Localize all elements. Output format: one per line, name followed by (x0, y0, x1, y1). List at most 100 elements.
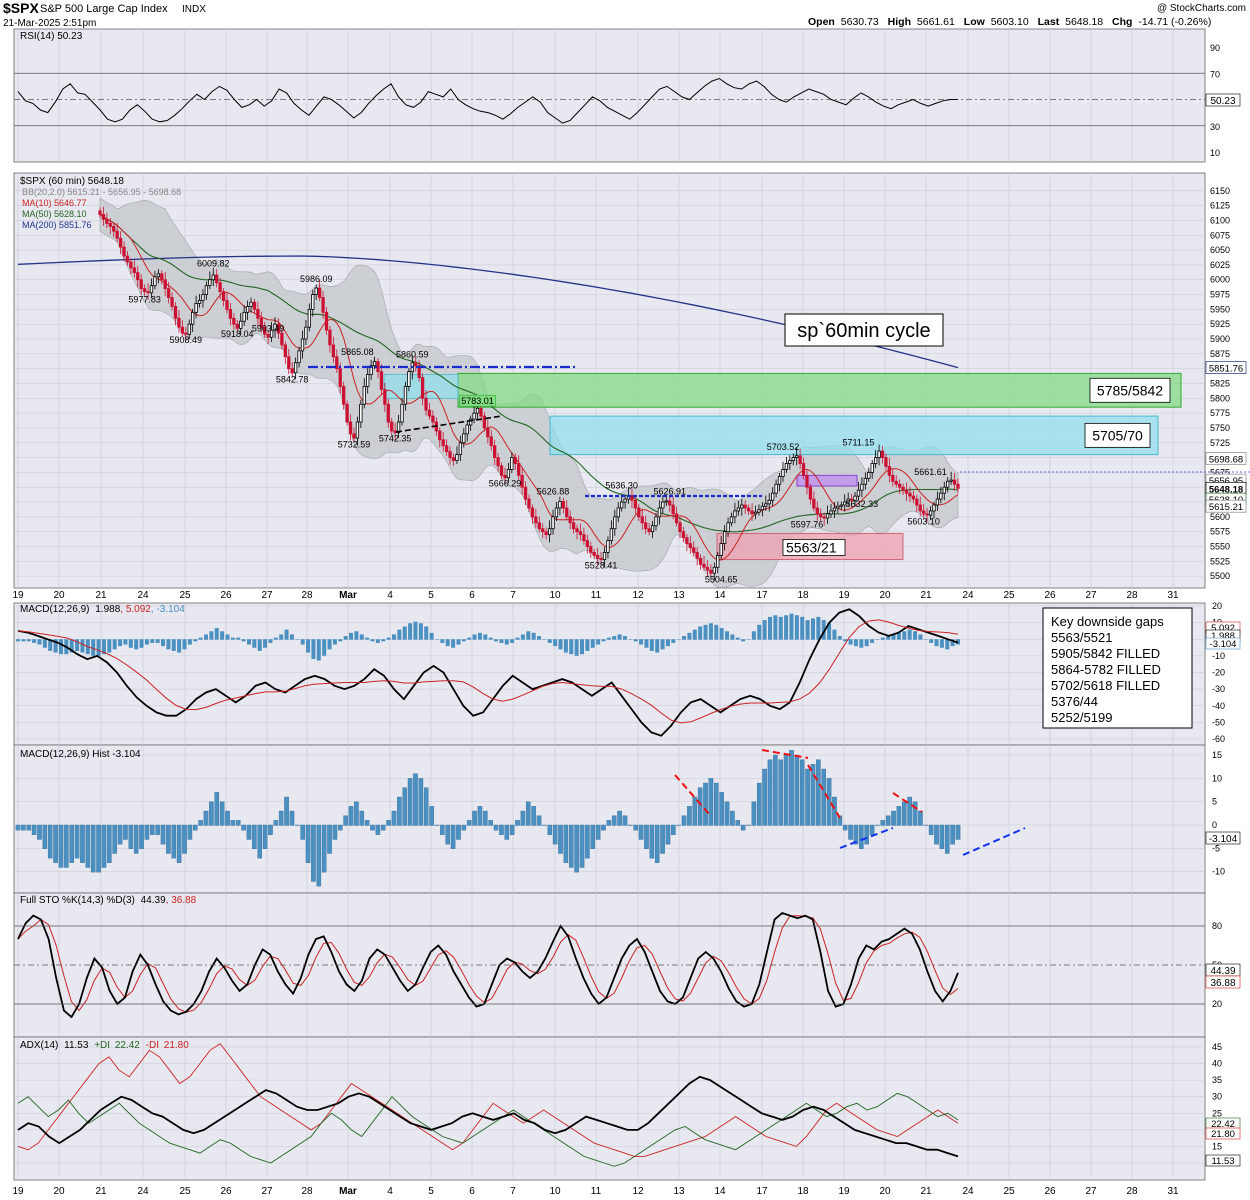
ma50-line (99, 214, 959, 533)
candle-body (342, 386, 346, 405)
hist-bar (660, 824, 665, 854)
macd-hist-panel: MACD(12,26,9) Hist -3.104 15 10 5 0 -5 -10 -3… (15, 749, 1241, 887)
hist-bar (85, 824, 91, 868)
macd-hist-bar (456, 639, 461, 645)
candle-body (849, 498, 854, 501)
price-badge-box (1205, 452, 1247, 465)
hist-bar (493, 824, 499, 831)
macd-hist-bar (75, 639, 80, 651)
macd-hist-bar (16, 639, 20, 642)
panel-adx (13, 1036, 1206, 1181)
candle-body (589, 546, 593, 553)
candle-body (245, 306, 250, 313)
hist-tick: 0 (1212, 820, 1217, 830)
candle-body (472, 412, 476, 420)
macd-hist-bar (322, 639, 327, 656)
hist-bar (746, 824, 751, 826)
candle-body (438, 430, 442, 441)
candle-body (317, 287, 322, 298)
x-label: 17 (756, 1186, 768, 1197)
hist-bar (42, 824, 48, 849)
hist-bar (740, 824, 746, 831)
candle-body (688, 543, 692, 549)
price-badge: 5851.76 (1209, 364, 1243, 375)
x-label: 4 (387, 590, 393, 601)
candle-body (705, 566, 710, 571)
candle-body (328, 329, 332, 346)
candle-body (249, 301, 253, 307)
candle-body (733, 510, 737, 518)
macd-hist-bar (284, 629, 289, 640)
candle-body (239, 320, 243, 329)
hist-bar (241, 824, 246, 831)
candle-body (266, 333, 270, 338)
candle-body (166, 288, 171, 298)
price-axis-ticks: 6150 6125 6100 6075 6050 6025 6000 5975 5950 5925… (1210, 186, 1230, 581)
candle-body (843, 501, 847, 506)
hist-axis-ticks: 15 10 5 0 -5 -10 (1212, 750, 1225, 877)
hist-tick: 15 (1212, 750, 1222, 760)
price-label: 5661.61 (914, 467, 947, 477)
candle-body (180, 326, 185, 334)
macd-hist-bar (171, 639, 176, 651)
macd-hist-bar (58, 639, 63, 655)
candle-body (221, 291, 226, 301)
price-label: 5783.01 (461, 396, 494, 406)
macd-hist-bar (359, 634, 364, 640)
hist-bar (552, 824, 558, 845)
candle-body (812, 498, 816, 509)
hist-bar (676, 824, 681, 826)
candle-body (554, 507, 559, 518)
hist-tick: 5 (1212, 797, 1217, 807)
macd-hist-bar (918, 634, 923, 640)
hist-bar (144, 824, 150, 840)
macd-hist-bar (193, 639, 198, 642)
candle-body (489, 436, 493, 447)
hist-badge-box (1205, 831, 1241, 845)
hist-red-dash-2 (761, 749, 809, 759)
hist-bar (547, 824, 553, 835)
x-label: 27 (1085, 590, 1097, 601)
macd-hist-bar (950, 639, 955, 647)
candle-body (451, 457, 456, 461)
candle-body (740, 504, 744, 509)
candle-body (256, 308, 260, 319)
candle-body (523, 486, 528, 500)
macd-hist-bar (596, 639, 601, 645)
hist-bar (230, 820, 236, 826)
candle-body (105, 218, 109, 224)
candle-body (582, 534, 586, 541)
candle-body (414, 362, 418, 367)
macd-hist-bar (289, 634, 294, 640)
hist-bar (273, 820, 279, 826)
macd-hist-bar (144, 639, 149, 645)
hist-bar (735, 820, 741, 826)
candle-body (493, 445, 497, 458)
hist-bar (955, 824, 961, 840)
hist-bar (638, 824, 644, 840)
price-tick: 6000 (1210, 275, 1230, 285)
rsi-tick: 90 (1210, 43, 1220, 53)
macd-hist-bar (585, 639, 590, 651)
hist-last-badge: -3.104 (1209, 834, 1238, 845)
macd-hist-bar (236, 637, 241, 640)
hist-bar (112, 824, 117, 854)
price-badge: 5698.68 (1209, 454, 1243, 465)
x-label: 13 (673, 590, 685, 601)
macd-hist-bar (515, 637, 520, 640)
macd-hist-bar (499, 639, 504, 643)
candle-body (633, 499, 638, 509)
candle-body (568, 516, 572, 524)
macd-hist-bar (622, 636, 627, 640)
rsi-tick: 70 (1210, 69, 1220, 79)
macd-hist-bar (268, 639, 273, 643)
candle-body (211, 274, 215, 281)
macd-tick: -20 (1212, 668, 1225, 678)
candle-body (939, 492, 943, 500)
candle-body (376, 361, 380, 373)
price-label: 5528.41 (585, 560, 618, 570)
x-label: 17 (756, 590, 768, 601)
candle-body (795, 455, 799, 458)
rsi-axis-ticks: 9070503010 (14, 43, 1220, 158)
macd-hist-bar (628, 639, 633, 640)
